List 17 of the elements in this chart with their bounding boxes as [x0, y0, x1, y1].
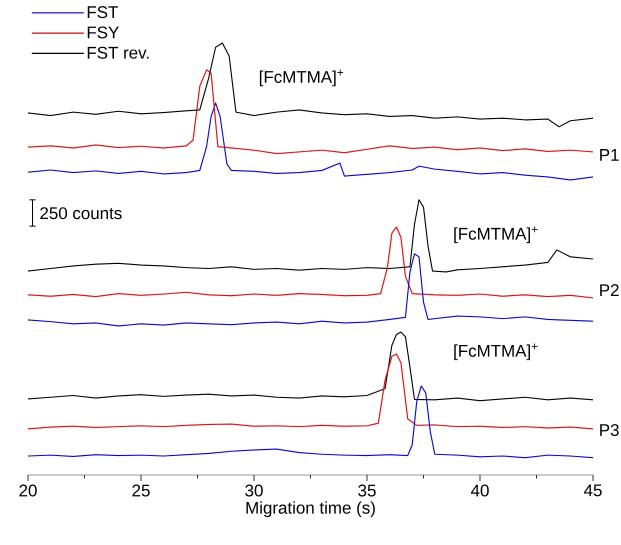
- x-tick-label: 30: [245, 484, 263, 497]
- x-tick-label: 35: [358, 484, 376, 497]
- x-axis-title: Migration time (s): [246, 501, 375, 518]
- text: P2: [600, 284, 619, 296]
- legend-label: FST: [88, 6, 118, 18]
- annotation: [FcMTMA]$^{+}$: [454, 226, 538, 244]
- x-tick-label: 45: [584, 484, 602, 496]
- annotation: [FcMTMA]$^{+}$: [260, 70, 344, 86]
- legend-label: FST rev.: [88, 46, 149, 59]
- text: P3: [600, 424, 619, 436]
- text: P1: [600, 149, 619, 161]
- x-tick-label: 25: [132, 484, 150, 497]
- annotation: [FcMTMA]$^{+}$: [454, 344, 538, 360]
- x-tick-label: 20: [19, 484, 37, 497]
- x-tick-label: 40: [470, 484, 489, 497]
- annotation: 250 counts: [40, 207, 122, 220]
- legend-label: FSY: [88, 26, 119, 38]
